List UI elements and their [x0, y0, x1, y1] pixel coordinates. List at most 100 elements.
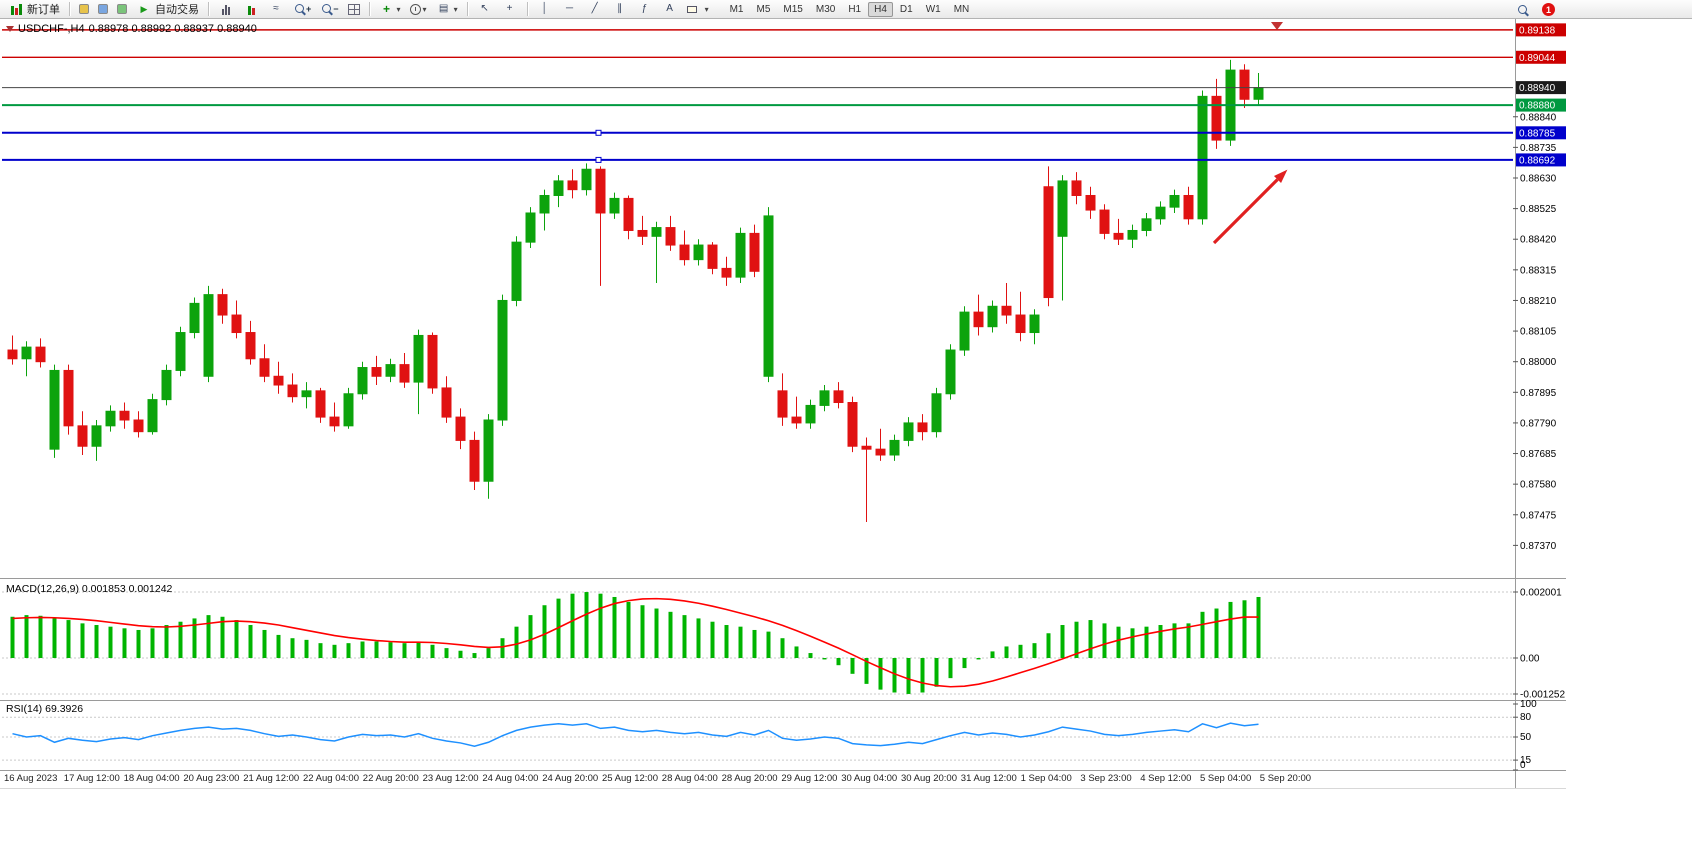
rsi-name: RSI(14): [6, 703, 43, 715]
collapse-triangle-icon[interactable]: [6, 26, 14, 32]
candle-up: [553, 180, 564, 196]
macd-histogram-bar: [1144, 626, 1149, 658]
horizontal-line-tool-button[interactable]: ─: [558, 1, 582, 18]
timeframe-M15[interactable]: M15: [777, 2, 808, 17]
template-icon: ▤: [438, 3, 449, 14]
macd-histogram-bar: [444, 648, 449, 658]
macd-histogram-bar: [1200, 611, 1205, 658]
chevron-down-icon: ▾: [704, 4, 709, 14]
zoom-in-button[interactable]: +: [289, 1, 315, 18]
price-tick-label: 0.87685: [1520, 449, 1557, 460]
auto-trading-label: 自动交易: [155, 4, 199, 16]
candle-up: [581, 168, 592, 191]
date-label: 17 Aug 12:00: [64, 773, 120, 784]
auto-trading-button[interactable]: ▶ 自动交易: [132, 1, 203, 18]
timeframe-H1[interactable]: H1: [842, 2, 867, 17]
macd-histogram-bar: [570, 593, 575, 658]
timeframe-H4[interactable]: H4: [868, 1, 893, 17]
rsi-value: 69.3926: [45, 703, 84, 715]
fibonacci-tool-button[interactable]: ƒ: [633, 1, 657, 18]
chart-title: USDCHF-,H4 0.88978 0.88992 0.88937 0.889…: [6, 23, 257, 35]
candle-up: [385, 364, 396, 377]
timeframe-MN[interactable]: MN: [948, 2, 976, 17]
candle-down: [1015, 314, 1026, 334]
shapes-button[interactable]: ▾: [702, 1, 713, 18]
candle-down: [77, 425, 88, 447]
macd-histogram-bar: [66, 620, 71, 658]
date-label: 18 Aug 04:00: [124, 773, 180, 784]
trend-arrow-head[interactable]: [1273, 169, 1288, 184]
tile-windows-icon: [347, 3, 360, 15]
date-label: 29 Aug 12:00: [781, 773, 837, 784]
candle-down: [119, 410, 130, 421]
price-tick-label: 0.88315: [1520, 265, 1557, 276]
periods-button[interactable]: ▾: [406, 1, 431, 18]
timeframe-D1[interactable]: D1: [894, 2, 919, 17]
trend-arrow-shaft[interactable]: [1212, 178, 1279, 245]
macd-histogram-bar: [1018, 644, 1023, 658]
rsi-line: [12, 722, 1259, 748]
timeframe-M5[interactable]: M5: [751, 2, 777, 17]
price-badge-label: 0.89044: [1519, 53, 1556, 64]
channel-tool-button[interactable]: ∥: [608, 1, 632, 18]
candle-up: [763, 215, 774, 377]
candle-chart-type-button[interactable]: [239, 1, 263, 18]
candle-down: [231, 314, 242, 334]
price-tick-label: 0.87370: [1520, 541, 1557, 552]
macd-label: MACD(12,26,9) 0.001853 0.001242: [6, 583, 172, 595]
new-order-button[interactable]: 新订单: [4, 1, 64, 18]
rsi-tick-label: 0: [1520, 760, 1526, 771]
trendline-tool-button[interactable]: ╱: [583, 1, 607, 18]
search-button[interactable]: [1512, 1, 1534, 18]
candle-up: [357, 367, 368, 395]
timeframe-M1[interactable]: M1: [724, 2, 750, 17]
macd-histogram-bar: [976, 658, 981, 660]
label-tool-button[interactable]: [683, 1, 701, 18]
templates-button[interactable]: ▤ ▾: [432, 1, 462, 18]
candle-up: [609, 197, 620, 214]
data-window-button[interactable]: [94, 1, 112, 18]
macd-histogram-bar: [150, 628, 155, 658]
toolbar-separator: [526, 2, 528, 16]
label-tool-icon: [686, 5, 697, 13]
zoom-out-button[interactable]: −: [316, 1, 342, 18]
toolbar-separator: [69, 2, 70, 16]
candle-down: [455, 416, 466, 441]
macd-histogram-bar: [584, 592, 589, 658]
date-label: 3 Sep 23:00: [1080, 773, 1131, 784]
text-tool-button[interactable]: A: [658, 1, 682, 18]
timeframe-M30[interactable]: M30: [810, 2, 841, 17]
chart-profile-button[interactable]: [75, 1, 93, 18]
macd-histogram-bar: [696, 618, 701, 658]
date-label: 5 Sep 04:00: [1200, 773, 1251, 784]
crosshair-tool-button[interactable]: +: [498, 1, 522, 18]
candle-down: [1239, 69, 1250, 100]
refresh-button[interactable]: [113, 1, 131, 18]
notification-badge[interactable]: 1: [1542, 3, 1555, 16]
bar-chart-type-button[interactable]: [214, 1, 238, 18]
macd-histogram-bar: [164, 625, 169, 658]
macd-histogram-bar: [318, 643, 323, 658]
price-badge: [1516, 81, 1566, 95]
date-label: 30 Aug 20:00: [901, 773, 957, 784]
price-tick-label: 0.88420: [1520, 235, 1557, 246]
cursor-tool-button[interactable]: ↖: [473, 1, 497, 18]
indicators-button[interactable]: + ▾: [375, 1, 405, 18]
zoom-in-icon: [293, 2, 307, 16]
price-tick-label: 0.87790: [1520, 418, 1557, 429]
macd-histogram-bar: [1130, 628, 1135, 658]
vertical-line-tool-button[interactable]: │: [533, 1, 557, 18]
macd-histogram-bar: [80, 623, 85, 658]
candle-up: [203, 294, 214, 377]
line-handle[interactable]: [595, 156, 602, 163]
candle-down: [35, 346, 46, 363]
tile-windows-button[interactable]: [344, 1, 364, 18]
date-label: 1 Sep 04:00: [1021, 773, 1072, 784]
candle-up: [511, 241, 522, 301]
candle-up: [889, 439, 900, 456]
line-handle[interactable]: [595, 129, 602, 136]
line-chart-type-button[interactable]: ≈: [264, 1, 288, 18]
timeframe-W1[interactable]: W1: [920, 2, 947, 17]
candle-up: [1197, 95, 1208, 220]
